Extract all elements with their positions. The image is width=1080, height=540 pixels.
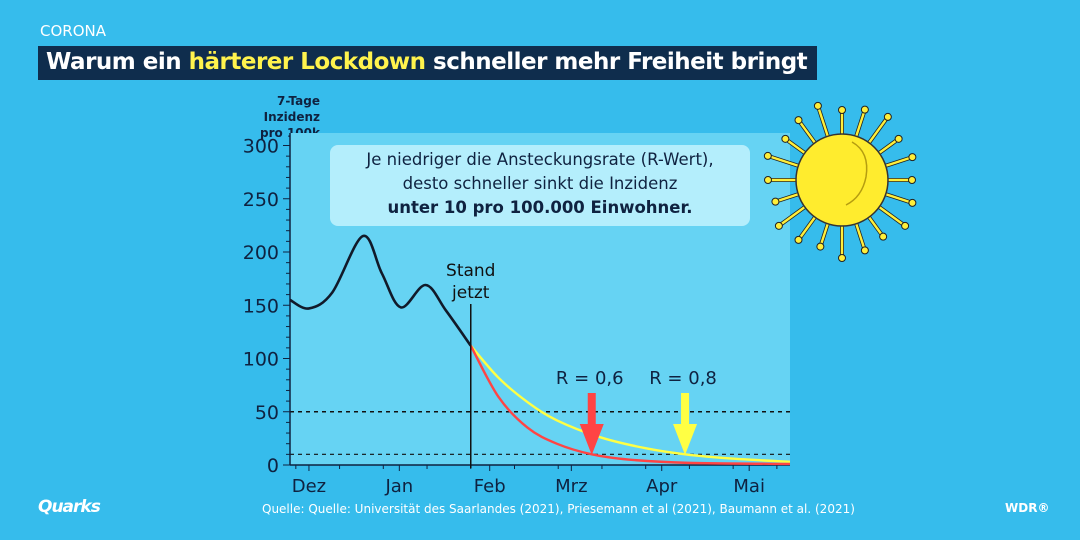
y-tick-label: 150 <box>243 295 279 317</box>
y-tick-label: 250 <box>243 189 279 211</box>
spike-tip <box>794 235 803 244</box>
y-tick-label: 300 <box>243 136 279 158</box>
y-tick-label: 100 <box>243 349 279 371</box>
virus-sun-icon <box>763 101 917 262</box>
annotation-label-1: R = 0,8 <box>649 368 717 389</box>
title-start: Warum ein <box>46 49 189 75</box>
x-tick-label-Dez: Dez <box>292 476 326 497</box>
quarks-logo: Quarks <box>38 497 101 517</box>
y-tick-label: 0 <box>267 455 279 477</box>
spike-tip <box>764 176 772 184</box>
annotation-arrow-1 <box>673 393 698 455</box>
spike-tip <box>908 176 916 184</box>
note-line3: unter 10 pro 100.000 Einwohner. <box>387 198 693 217</box>
spike-tip <box>901 221 910 230</box>
note-line1: Je niedriger die Ansteckungsrate (R-Wert… <box>366 150 714 169</box>
spike-tip <box>908 198 917 207</box>
now-label-2: jetzt <box>451 283 490 303</box>
spike-tip <box>781 134 790 143</box>
spike-tip <box>838 106 846 114</box>
virus-shade <box>845 141 868 206</box>
note-line2: desto schneller sinkt die Inzidenz <box>402 174 678 193</box>
info-box: Je niedriger die Ansteckungsrate (R-Wert… <box>330 145 750 226</box>
title-highlight: härterer Lockdown <box>188 49 426 75</box>
spike-tip <box>894 134 903 143</box>
spike-tip <box>879 232 888 241</box>
x-tick-label-Apr: Apr <box>646 476 678 497</box>
y-tick-label: 50 <box>255 402 279 424</box>
spike-tip <box>908 153 917 162</box>
title-end: schneller mehr Freiheit bringt <box>425 49 808 75</box>
spike-tip <box>883 112 892 121</box>
spike-tip <box>860 246 869 255</box>
spike-tip <box>813 101 822 110</box>
y-label-line1: 7-Tage Inzidenz <box>263 94 320 124</box>
x-tick-label-Mrz: Mrz <box>555 476 587 497</box>
series-line-0 <box>289 234 472 347</box>
annotation-label-0: R = 0,6 <box>556 368 624 389</box>
series-line-2 <box>469 345 791 466</box>
spike-tip <box>838 254 846 262</box>
spike-tip <box>816 242 825 251</box>
source-note: Quelle: Quelle: Universität des Saarland… <box>262 502 855 516</box>
series-line-1 <box>469 344 791 464</box>
annotation-arrow-0 <box>579 393 604 455</box>
x-tick-label-Mai: Mai <box>733 476 765 497</box>
spike-tip <box>860 105 869 114</box>
x-tick-label-Feb: Feb <box>474 476 506 497</box>
kicker: CORONA <box>40 22 106 40</box>
virus-body <box>795 133 889 227</box>
y-tick-label: 200 <box>243 242 279 264</box>
spike-tip <box>794 116 803 125</box>
spike-tip <box>774 221 783 230</box>
x-tick-label-Jan: Jan <box>384 476 413 497</box>
spike-tip <box>763 151 772 160</box>
now-label-1: Stand <box>446 261 495 281</box>
spike-tip <box>771 197 780 206</box>
page-title: Warum ein härterer Lockdown schneller me… <box>38 46 818 80</box>
wdr-logo: WDR® <box>1005 501 1050 515</box>
